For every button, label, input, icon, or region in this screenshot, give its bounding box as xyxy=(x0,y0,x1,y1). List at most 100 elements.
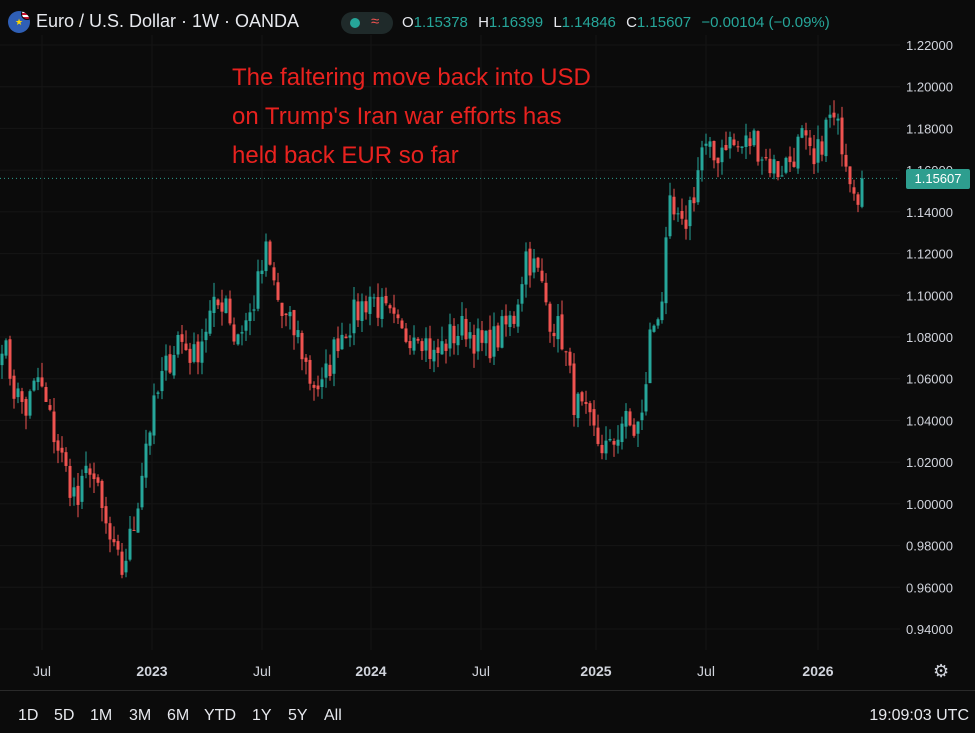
y-tick-label: 1.10000 xyxy=(906,288,953,303)
candle-body xyxy=(552,332,556,337)
candle-body xyxy=(252,309,256,311)
range-1m-button[interactable]: 1M xyxy=(90,707,113,724)
candle-body xyxy=(420,341,424,352)
candle-body xyxy=(368,296,372,314)
candle-body xyxy=(240,332,244,334)
candle-body xyxy=(20,391,24,402)
candle-body xyxy=(624,410,628,427)
candle-body xyxy=(532,258,536,273)
candle-body xyxy=(540,270,544,282)
symbol-title[interactable]: Euro / U.S. Dollar · 1W · OANDA xyxy=(36,11,300,31)
candle-body xyxy=(492,326,496,357)
candle-body xyxy=(468,332,472,339)
candle-body xyxy=(424,338,428,351)
candle-body xyxy=(644,384,648,412)
open-value: 1.15378 xyxy=(413,14,468,31)
candle-body xyxy=(428,338,432,360)
candle-body xyxy=(564,351,568,353)
candle-body xyxy=(604,440,608,454)
candle-body xyxy=(140,475,144,508)
candle-body xyxy=(148,432,152,446)
candle-body xyxy=(76,485,80,505)
annotation-text: The faltering move back into USD on Trum… xyxy=(232,58,692,175)
candle-body xyxy=(4,340,8,356)
candle-body xyxy=(568,351,572,366)
candle-body xyxy=(436,347,440,353)
settings-icon[interactable]: ⚙ xyxy=(933,661,950,681)
candle-body xyxy=(416,338,420,341)
candle-body xyxy=(628,411,632,426)
candle-body xyxy=(172,354,176,376)
candle-body xyxy=(116,541,120,550)
ohlc-legend: O1.15378 H1.16399 L1.14846 C1.15607 −0.0… xyxy=(402,14,836,31)
candle-body xyxy=(616,439,620,446)
candle-body xyxy=(592,409,596,426)
candle-body xyxy=(808,137,812,147)
candle-body xyxy=(44,387,48,402)
candle-body xyxy=(384,296,388,304)
market-status-pill[interactable]: ≈ xyxy=(341,12,393,34)
candle-body xyxy=(488,329,492,359)
y-tick-label: 0.96000 xyxy=(906,580,953,595)
candle-body xyxy=(824,119,828,157)
candle-body xyxy=(352,299,356,334)
candle-body xyxy=(480,330,484,343)
candle-body xyxy=(772,159,776,174)
change-value: −0.00104 (−0.09%) xyxy=(701,14,830,31)
y-tick-label: 1.02000 xyxy=(906,455,953,470)
candle-body xyxy=(84,465,88,473)
candle-body xyxy=(456,335,460,346)
candle-body xyxy=(236,334,240,345)
candle-body xyxy=(664,237,668,304)
candle-body xyxy=(720,147,724,163)
candle-body xyxy=(312,384,316,388)
price-chart[interactable]: 1.220001.200001.180001.160001.140001.120… xyxy=(0,0,975,690)
candle-body xyxy=(756,131,760,162)
candle-body xyxy=(108,523,112,540)
candle-body xyxy=(792,161,796,167)
candle-body xyxy=(832,112,836,118)
x-tick-label: Jul xyxy=(697,663,715,679)
candle-body xyxy=(316,385,320,390)
candle-body xyxy=(448,324,452,349)
price-axis[interactable]: 1.220001.200001.180001.160001.140001.120… xyxy=(906,38,953,637)
candle-body xyxy=(504,315,508,325)
range-1d-button[interactable]: 1D xyxy=(18,707,39,724)
open-label: O xyxy=(402,14,414,31)
candle-body xyxy=(208,310,212,334)
range-5d-button[interactable]: 5D xyxy=(54,707,75,724)
low-value: 1.14846 xyxy=(561,14,616,31)
time-axis[interactable]: Jul 2023 Jul 2024 Jul 2025 Jul 2026 xyxy=(33,663,834,679)
candle-body xyxy=(484,330,488,344)
range-5y-button[interactable]: 5Y xyxy=(288,707,308,724)
low-label: L xyxy=(553,14,562,31)
candle-body xyxy=(412,337,416,351)
candle-body xyxy=(708,141,712,147)
y-tick-label: 1.06000 xyxy=(906,372,953,387)
range-all-button[interactable]: All xyxy=(324,707,342,724)
candle-body xyxy=(272,267,276,281)
y-tick-label: 0.98000 xyxy=(906,539,953,554)
range-1y-button[interactable]: 1Y xyxy=(252,707,272,724)
candle-body xyxy=(724,144,728,150)
candle-body xyxy=(572,363,576,416)
candle-body xyxy=(836,118,840,121)
candle-body xyxy=(100,480,104,508)
candle-body xyxy=(104,506,108,524)
candle-body xyxy=(360,301,364,321)
candle-body xyxy=(700,147,704,171)
range-ytd-button[interactable]: YTD xyxy=(204,707,236,724)
candle-body xyxy=(828,114,832,118)
candle-body xyxy=(348,335,352,338)
candle-body xyxy=(544,282,548,303)
y-tick-label: 1.08000 xyxy=(906,330,953,345)
candle-body xyxy=(328,364,332,377)
candle-body xyxy=(276,282,280,300)
wave-icon: ≈ xyxy=(371,13,380,30)
candle-body xyxy=(440,341,444,355)
range-6m-button[interactable]: 6M xyxy=(167,707,190,724)
candle-body xyxy=(408,341,412,349)
x-tick-label: 2025 xyxy=(580,663,611,679)
candle-body xyxy=(704,143,708,146)
range-3m-button[interactable]: 3M xyxy=(129,707,152,724)
